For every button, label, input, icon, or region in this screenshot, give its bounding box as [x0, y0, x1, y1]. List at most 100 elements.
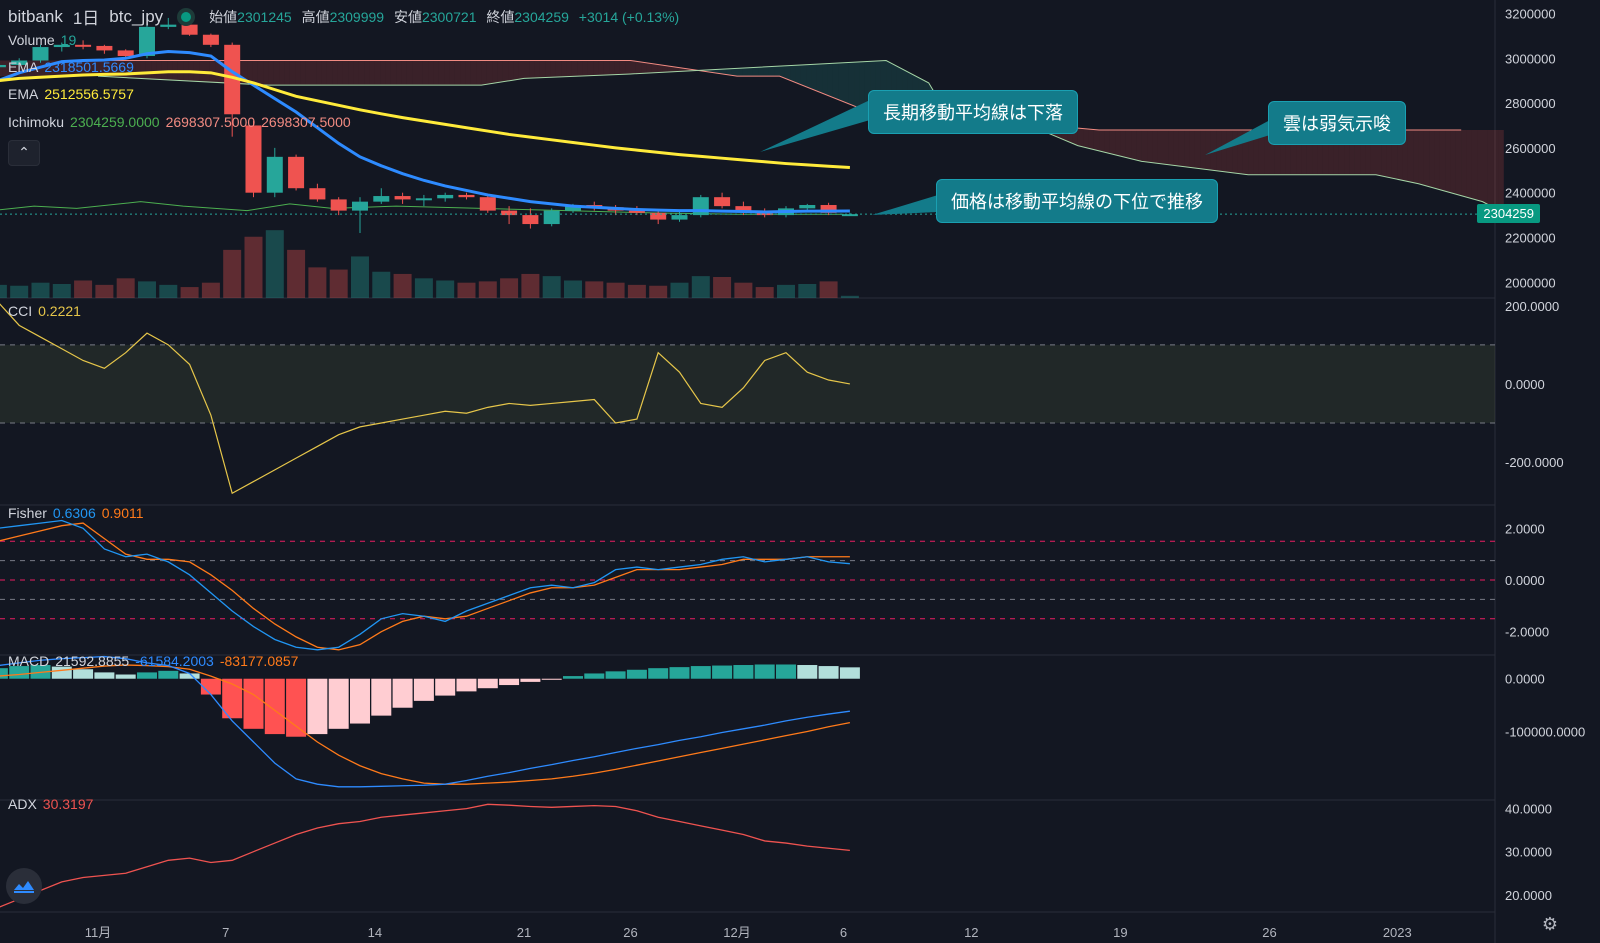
macd-histogram-bar	[200, 678, 221, 695]
annotation-ema-decline[interactable]: 長期移動平均線は下落	[868, 90, 1078, 134]
ichimoku-cloud-segment	[486, 60, 493, 85]
candle-body	[415, 198, 432, 201]
ema-slow-line	[0, 70, 850, 169]
ichimoku-cloud-segment	[332, 60, 338, 86]
y-tick-label: -2.0000	[1505, 625, 1549, 640]
ichimoku-cloud-segment	[561, 60, 567, 77]
ichimoku-cloud-segment	[848, 62, 855, 106]
candle-body	[138, 26, 155, 57]
exchange-label[interactable]: bitbank	[8, 6, 63, 26]
ichimoku-cloud-segment	[396, 60, 402, 86]
time-tick-label: 2023	[1383, 925, 1412, 940]
legend-cci[interactable]: CCI 0.2221	[8, 303, 81, 319]
settings-gear-icon[interactable]: ⚙	[1541, 914, 1558, 934]
legend-ichimoku[interactable]: Ichimoku 2304259.0000 2698307.5000 2698307.…	[8, 114, 351, 130]
volume-bar	[287, 249, 306, 298]
ichimoku-cloud-segment	[534, 60, 540, 78]
volume-bar	[201, 282, 220, 298]
ichimoku-cloud-segment	[316, 60, 322, 86]
chart-header: bitbank 1日 btc_jpy 始値2301245 高値2309999 安…	[8, 4, 685, 29]
ichimoku-cloud-segment	[662, 65, 668, 73]
macd-histogram-bar	[9, 666, 30, 679]
volume-bar	[329, 269, 348, 298]
volume-bar	[563, 280, 582, 298]
ichimoku-cloud-segment	[279, 60, 285, 86]
ichimoku-cloud-segment	[92, 60, 98, 77]
y-tick-label: 30.0000	[1505, 845, 1552, 860]
collapse-legend-button[interactable]: ⌃	[8, 140, 40, 166]
y-tick-label: 2600000	[1505, 141, 1556, 156]
ichimoku-cloud-segment	[1200, 129, 1206, 170]
ichimoku-cloud-segment	[1115, 129, 1121, 157]
legend-volume[interactable]: Volume 19	[8, 32, 77, 48]
ichimoku-cloud-segment	[369, 60, 375, 86]
candle-body	[437, 194, 454, 199]
legend-ema-slow[interactable]: EMA 2512556.5757	[8, 86, 134, 102]
volume-bar	[840, 295, 859, 298]
volume-bar	[755, 287, 774, 298]
candle-body	[288, 156, 305, 189]
macd-histogram-bar	[392, 678, 413, 708]
ema-fast-line	[0, 50, 850, 214]
ichimoku-cloud-segment	[348, 60, 354, 86]
callout-pointer	[1205, 120, 1270, 155]
legend-macd[interactable]: MACD 21592.8855 -61584.2003 -83177.0857	[8, 653, 299, 669]
candle-body	[714, 197, 731, 207]
legend-ema-fast[interactable]: EMA 2318501.5669	[8, 59, 134, 75]
ichimoku-cloud-segment	[539, 60, 546, 78]
volume-bar	[350, 256, 369, 298]
candle-body	[75, 44, 92, 47]
volume-bar	[670, 282, 689, 298]
time-tick-label: 21	[517, 925, 531, 940]
ichimoku-cloud-segment	[1194, 129, 1201, 169]
ichimoku-cloud-segment	[1221, 129, 1227, 173]
ichimoku-cloud-segment	[1471, 129, 1478, 201]
volume-bar	[776, 284, 795, 298]
ichimoku-cloud-segment	[1099, 129, 1105, 153]
ohlc-readout: 始値2301245 高値2309999 安値2300721 終値2304259 …	[209, 8, 680, 25]
ichimoku-cloud-segment	[215, 60, 221, 83]
ichimoku-cloud-segment	[1461, 129, 1467, 198]
volume-bar	[606, 282, 625, 298]
interval-label[interactable]: 1日	[72, 9, 100, 28]
candle-body	[330, 199, 347, 211]
time-tick-label: 11月	[85, 925, 112, 940]
volume-bar	[0, 284, 7, 298]
ichimoku-cloud-segment	[305, 60, 311, 86]
legend-adx[interactable]: ADX 30.3197	[8, 796, 94, 812]
volume-bar	[691, 276, 710, 298]
macd-histogram-bar	[94, 672, 115, 679]
ichimoku-cloud-segment	[555, 60, 562, 78]
fisher-trigger-line	[0, 522, 850, 651]
ichimoku-cloud-segment	[289, 60, 296, 86]
ichimoku-cloud-segment	[353, 60, 359, 86]
ichimoku-cloud-segment	[619, 60, 626, 75]
ichimoku-cloud-segment	[646, 62, 652, 74]
callout-pointer	[760, 100, 870, 152]
ichimoku-cloud-segment	[337, 60, 343, 86]
volume-bar	[137, 281, 156, 298]
ichimoku-cloud-segment	[790, 65, 796, 83]
ichimoku-cloud-segment	[731, 68, 737, 77]
ichimoku-cloud-segment	[390, 60, 397, 86]
y-tick-label: 0.0000	[1505, 377, 1545, 392]
macd-histogram-bar	[477, 678, 498, 689]
volume-bar	[74, 280, 93, 298]
ichimoku-cloud-segment	[721, 68, 727, 75]
volume-bar	[414, 278, 433, 298]
annotation-cloud-bearish[interactable]: 雲は弱気示唆	[1268, 101, 1406, 145]
annotation-price-below-ma[interactable]: 価格は移動平均線の下位で推移	[936, 179, 1218, 223]
ichimoku-cloud-segment	[1088, 129, 1094, 150]
ichimoku-cloud-segment	[811, 64, 817, 92]
ichimoku-cloud-segment	[87, 60, 93, 77]
macd-histogram-bar	[669, 667, 690, 679]
legend-fisher[interactable]: Fisher 0.6306 0.9011	[8, 505, 144, 521]
symbol-label[interactable]: btc_jpy	[109, 6, 164, 26]
ichimoku-cloud-segment	[513, 60, 519, 81]
macd-histogram-bar	[584, 673, 605, 679]
ichimoku-cloud-segment	[577, 60, 583, 77]
macd-histogram-bar	[0, 668, 8, 679]
y-tick-label: 2.0000	[1505, 521, 1545, 536]
tradingview-logo-icon[interactable]	[6, 868, 42, 904]
ichimoku-cloud-segment	[1439, 129, 1446, 192]
